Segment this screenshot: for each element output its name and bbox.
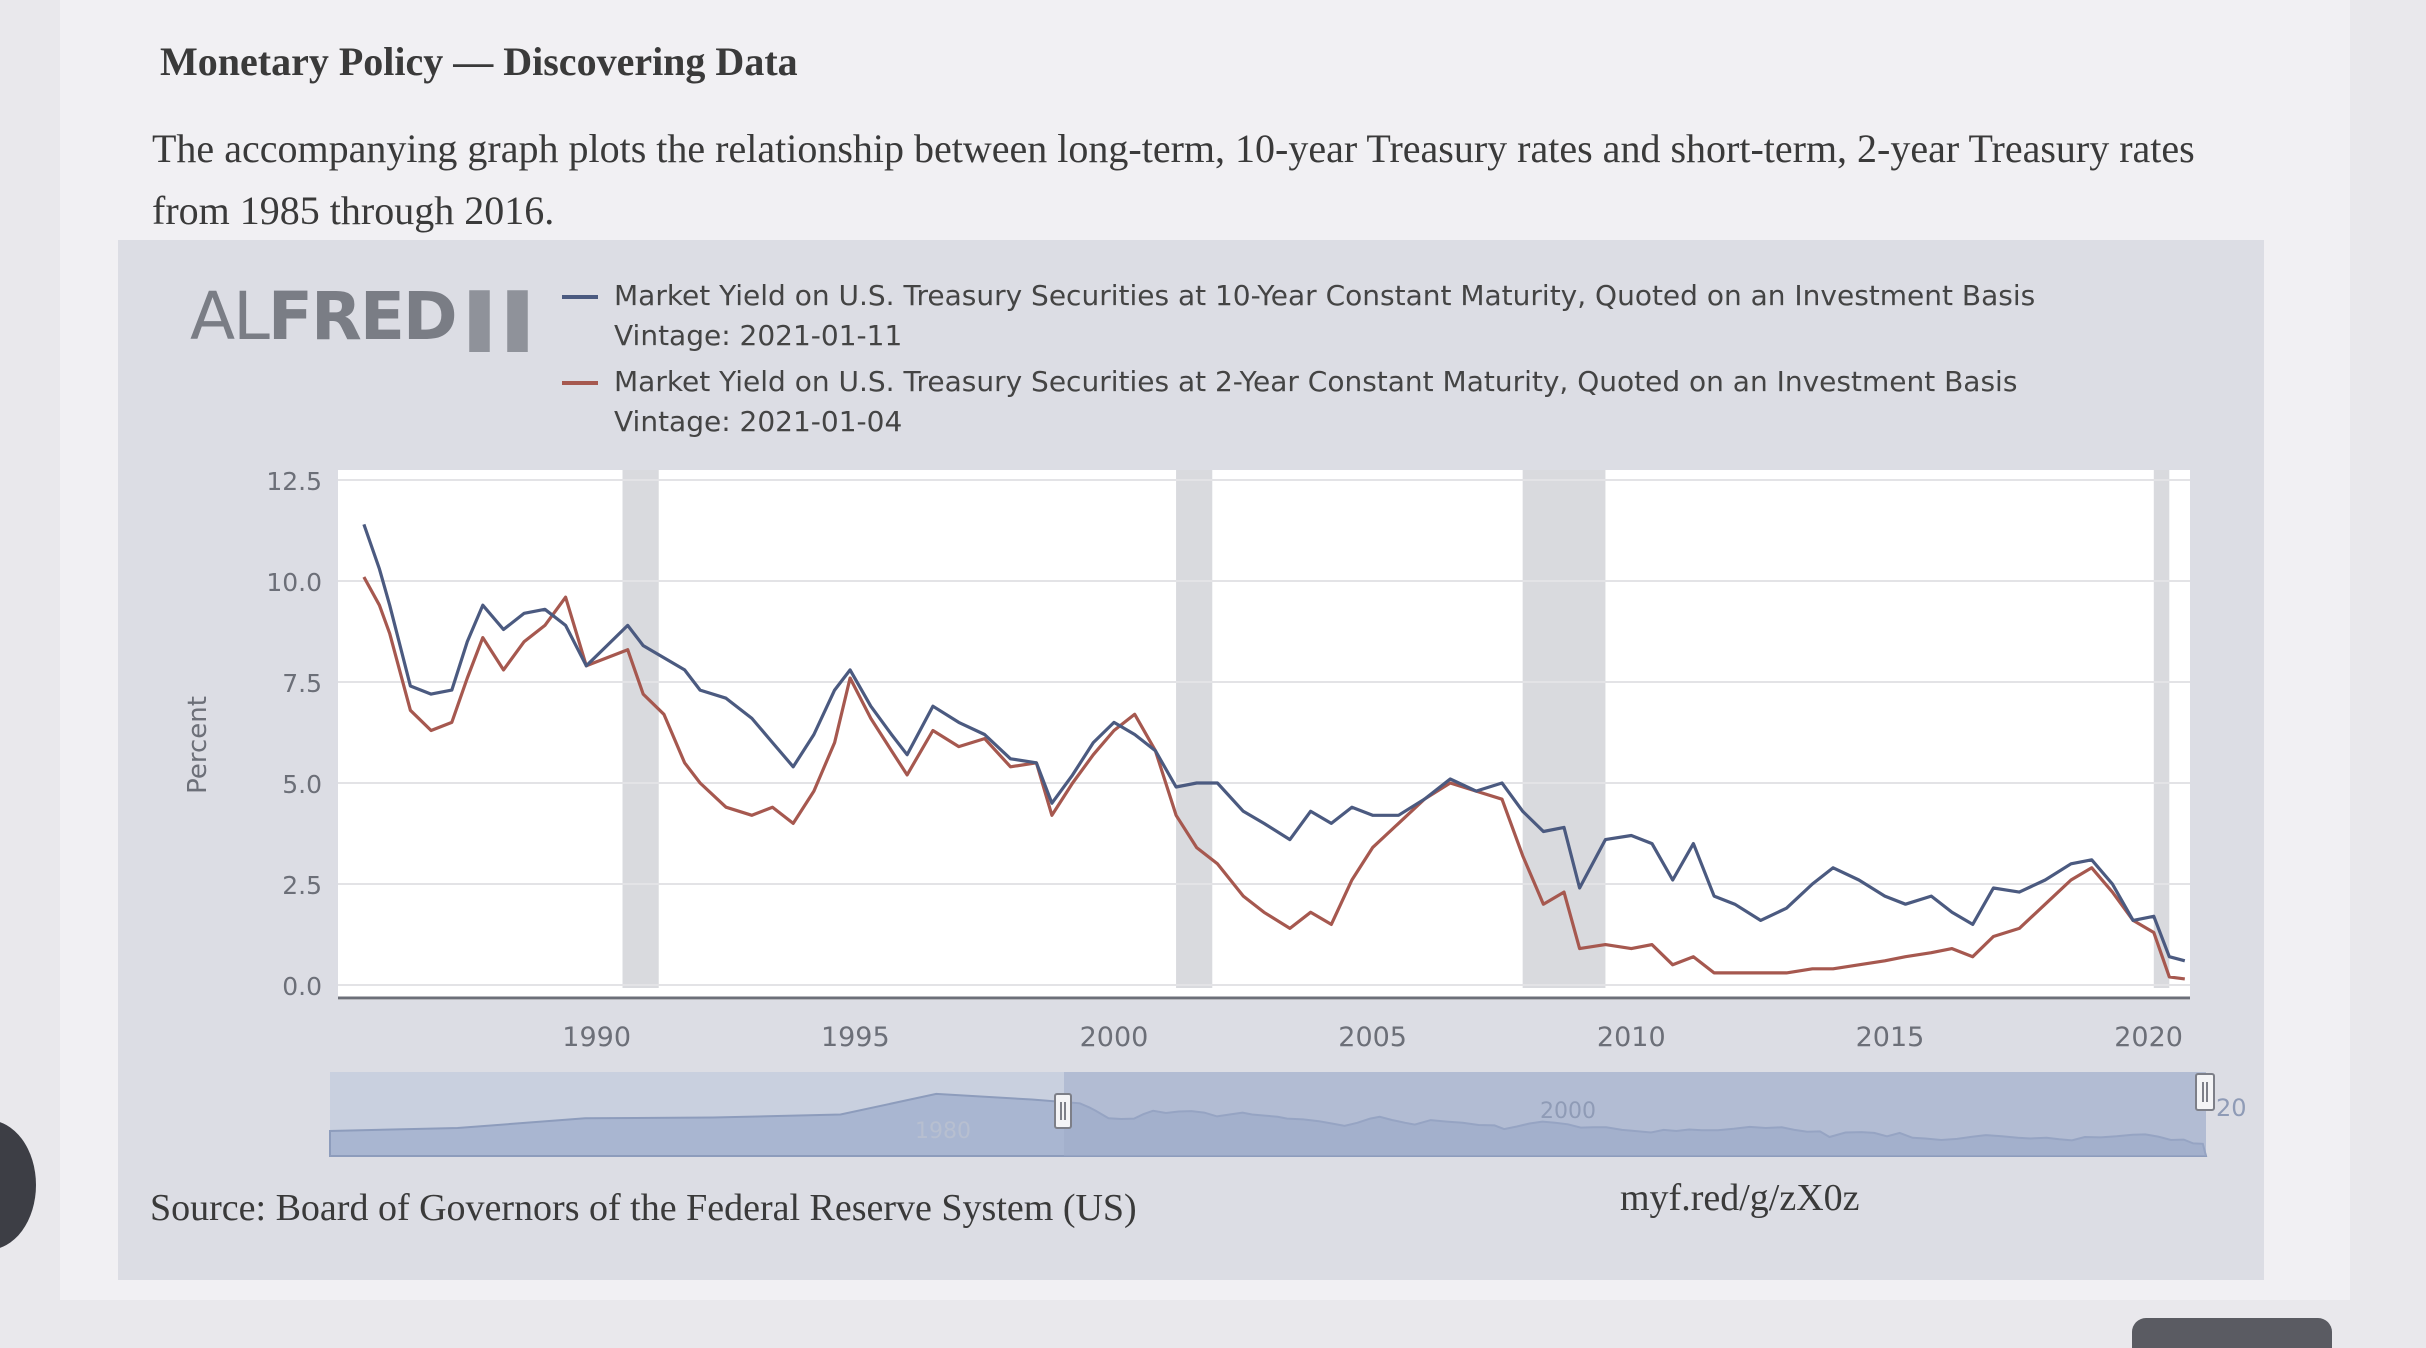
source-citation: Source: Board of Governors of the Federa… — [150, 1187, 1137, 1229]
y-tick-label: 10.0 — [266, 568, 322, 597]
recession-band-0 — [622, 470, 659, 988]
series-line-10-year — [362, 523, 2186, 963]
x-tick-label: 2015 — [1856, 1022, 1925, 1053]
series-line-2-year — [362, 576, 2186, 981]
graph-short-link[interactable]: myf.red/g/zX0z — [1620, 1177, 1860, 1219]
x-tick-label: 2005 — [1338, 1022, 1407, 1053]
x-tick-label: 1995 — [821, 1022, 890, 1053]
legend-label-2-year: Market Yield on U.S. Treasury Securities… — [614, 365, 2018, 438]
y-tick-label: 5.0 — [282, 770, 322, 799]
recession-bands — [622, 470, 2170, 988]
grid-lines — [338, 479, 2190, 986]
x-tick-label: 1990 — [562, 1022, 631, 1053]
x-tick-label: 2010 — [1597, 1022, 1666, 1053]
x-tick-label: 2020 — [2114, 1022, 2183, 1053]
y-axis-label: Percent — [183, 696, 213, 794]
logo-fred: FRED — [267, 278, 458, 355]
recession-band-1 — [1176, 470, 1213, 988]
y-tick-label: 7.5 — [282, 669, 322, 698]
bottom-tab[interactable] — [2132, 1318, 2332, 1348]
y-tick-label: 0.0 — [282, 972, 322, 1001]
chart-legend: Market Yield on U.S. Treasury Securities… — [562, 276, 2122, 442]
legend-swatch-2-year — [562, 381, 598, 385]
navigator-label-20: 20 — [2216, 1094, 2247, 1122]
alfred-logo[interactable]: ALFRED ▌▌ — [190, 278, 548, 355]
intro-paragraph: The accompanying graph plots the relatio… — [152, 126, 2195, 233]
legend-label-10-year: Market Yield on U.S. Treasury Securities… — [614, 279, 2036, 352]
plot-area-background — [338, 470, 2190, 1000]
logo-al: AL — [190, 278, 270, 355]
y-tick-label: 12.5 — [266, 467, 322, 496]
legend-item-2-year[interactable]: Market Yield on U.S. Treasury Securities… — [562, 362, 2122, 442]
navigator-selected-window[interactable] — [1064, 1072, 2206, 1156]
recession-band-3 — [2153, 470, 2170, 988]
navigator-label-2000: 2000 — [1540, 1099, 1596, 1124]
x-tick-label: 2000 — [1080, 1022, 1149, 1053]
navigator-label-1980: 1980 — [915, 1119, 971, 1144]
page-heading: Monetary Policy — Discovering Data — [160, 39, 798, 84]
series-lines — [362, 523, 2186, 981]
logo-bars-icon: ▌▌ — [469, 292, 548, 352]
legend-item-10-year[interactable]: Market Yield on U.S. Treasury Securities… — [562, 276, 2122, 356]
navigator-left-handle[interactable] — [1054, 1093, 1072, 1129]
recession-band-2 — [1522, 470, 1606, 988]
legend-swatch-10-year — [562, 295, 598, 299]
navigator-right-handle[interactable] — [2195, 1073, 2215, 1111]
axes: 12.5 10.0 7.5 5.0 2.5 0.0 1990 1995 2000 2005 2010… — [266, 467, 2190, 1053]
y-tick-label: 2.5 — [282, 871, 322, 900]
